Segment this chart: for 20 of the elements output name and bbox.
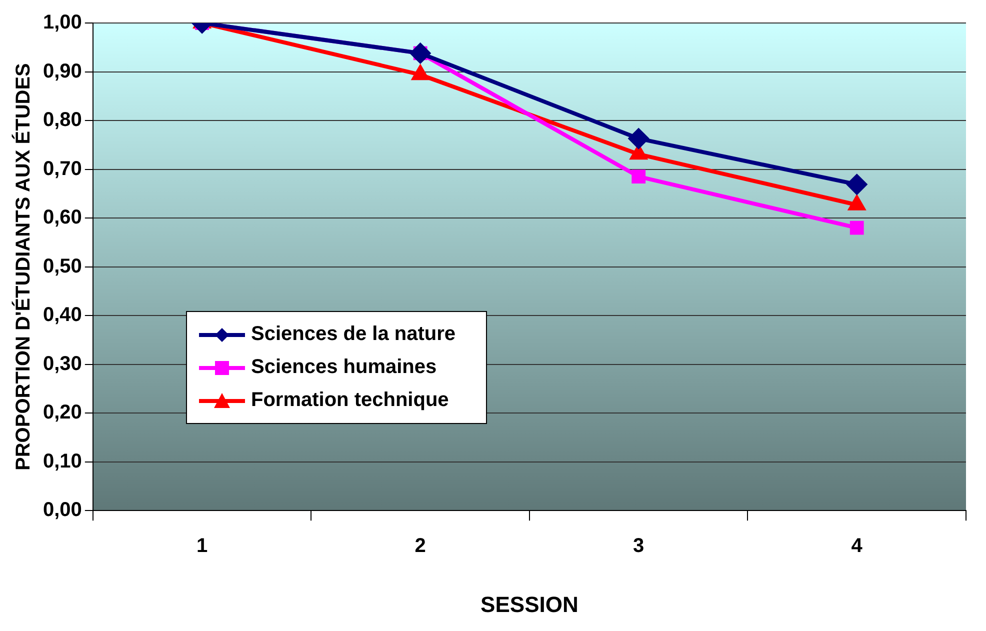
legend-label: Sciences humaines [251,356,437,379]
y-tick-label: 0,40 [42,304,82,326]
y-tick-label: 0,90 [42,60,82,82]
legend-label: Sciences de la nature [251,323,456,346]
x-axis-title: SESSION [480,592,578,617]
legend-label: Formation technique [251,389,449,412]
x-tick-label: 2 [414,535,426,558]
y-tick-label: 0,20 [42,402,82,424]
x-tick-label: 4 [851,535,864,558]
y-tick-label: 0,00 [42,499,82,522]
x-tick-label: 1 [196,535,208,558]
y-tick-label: 0,80 [42,109,82,132]
y-tick-label: 0,50 [42,255,82,278]
y-tick-label: 1,00 [42,12,82,34]
y-axis-title: PROPORTION D'ÉTUDIANTS AUX ÉTUDES [12,63,35,470]
y-tick-label: 0,60 [42,206,82,229]
x-tick-label: 3 [633,535,644,558]
y-tick-label: 0,10 [42,450,82,472]
y-tick-label: 0,30 [42,352,82,375]
y-tick-label: 0,70 [42,158,82,180]
